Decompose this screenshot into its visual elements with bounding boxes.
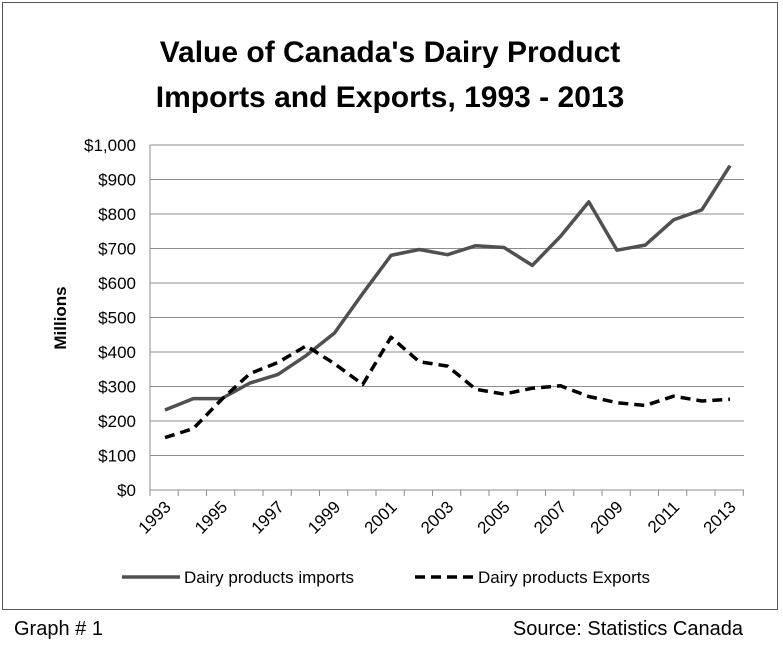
x-tick-label: 2007 [530, 497, 570, 537]
x-tick-label: 1993 [135, 497, 175, 537]
y-tick-label: $1,000 [84, 136, 136, 155]
y-tick-label: $0 [117, 481, 136, 500]
x-tick-label: 1999 [304, 497, 344, 537]
series [164, 164, 732, 440]
legend-label: Dairy products imports [184, 568, 354, 587]
chart-title-line-1: Value of Canada's Dairy Product [160, 36, 621, 69]
y-axis-label: Millions [51, 286, 70, 349]
y-tick-labels: $0 $100 $200 $300 $400 $500 $600 $700 $800 $900 $1… [84, 136, 136, 500]
x-tick-label: 2003 [417, 497, 457, 537]
x-tick-label: 2011 [644, 497, 683, 536]
x-tick-label: 2009 [587, 497, 627, 537]
y-tick-label: $200 [98, 412, 136, 431]
gridlines [150, 144, 744, 491]
y-tick-label: $900 [98, 171, 136, 190]
y-tick-label: $500 [98, 309, 136, 328]
chart-frame [2, 2, 778, 610]
x-tick-labels: 1993 1995 1997 1999 2001 2003 2005 2007 2009 2011… [135, 497, 740, 537]
imports-line [164, 164, 732, 412]
source-credit: Source: Statistics Canada [512, 618, 743, 640]
axes [149, 145, 744, 496]
chart-title-line-2: Imports and Exports, 1993 - 2013 [156, 81, 625, 114]
y-tick-label: $400 [98, 343, 136, 362]
exports-line [164, 335, 731, 440]
x-tick-label: 2013 [700, 497, 740, 537]
y-tick-label: $600 [98, 274, 136, 293]
y-tick-label: $300 [98, 378, 136, 397]
x-tick-label: 2001 [361, 497, 401, 537]
x-tick-label: 2005 [474, 497, 514, 537]
x-tick-label: 1997 [248, 497, 288, 537]
y-tick-label: $100 [98, 447, 136, 466]
x-tick-label: 1995 [191, 497, 231, 537]
legend: Dairy products imports Dairy products Exp… [122, 568, 650, 587]
legend-label: Dairy products Exports [478, 568, 650, 587]
y-tick-label: $800 [98, 205, 136, 224]
y-tick-label: $700 [98, 240, 136, 259]
graph-number: Graph # 1 [14, 618, 103, 640]
